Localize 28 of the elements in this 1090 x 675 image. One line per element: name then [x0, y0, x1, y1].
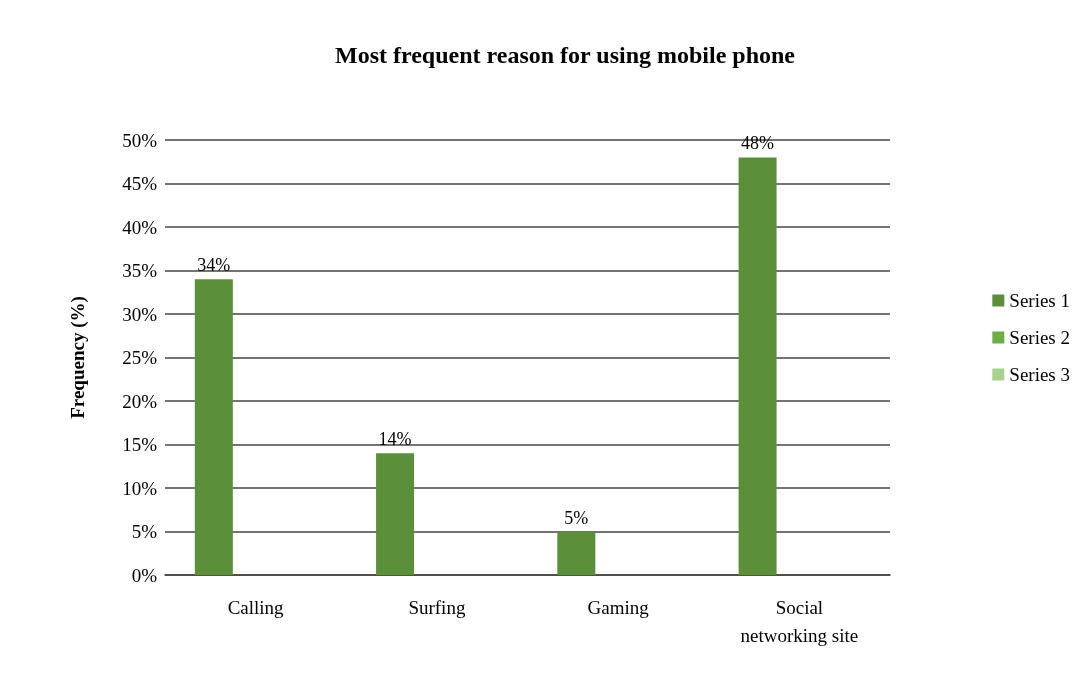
y-tick-label: 25% [122, 347, 158, 368]
y-tick-label: 10% [122, 477, 158, 499]
legend-label: Series 2 [1009, 327, 1070, 348]
bar [376, 453, 415, 575]
y-tick-label: 5% [131, 521, 158, 542]
x-tick-label: Calling [227, 596, 285, 618]
y-tick-label: 50% [122, 129, 158, 151]
y-tick-label: 35% [122, 260, 158, 281]
bar [557, 531, 596, 575]
y-axis-title: Frequency (%) [67, 296, 89, 419]
bar [738, 157, 777, 575]
y-tick-label: 15% [122, 434, 158, 455]
y-tick-label: 30% [122, 303, 158, 325]
x-tick-label: Surfing [408, 596, 466, 618]
data-label: 14% [378, 429, 412, 450]
chart-title: Most frequent reason for using mobile phone [334, 42, 796, 68]
y-tick-label: 20% [122, 390, 158, 412]
y-tick-label: 45% [122, 173, 158, 194]
y-tick-label: 0% [131, 564, 158, 586]
legend-label: Series 1 [1009, 290, 1070, 311]
data-label: 34% [197, 255, 231, 276]
data-label: 5% [564, 507, 589, 528]
x-tick-label: Gaming [587, 596, 650, 618]
y-tick-label: 40% [122, 216, 158, 238]
data-label: 48% [741, 133, 775, 154]
x-tick-label: Social networking site [740, 596, 859, 646]
legend-label: Series 3 [1009, 364, 1070, 385]
bar [194, 279, 233, 575]
